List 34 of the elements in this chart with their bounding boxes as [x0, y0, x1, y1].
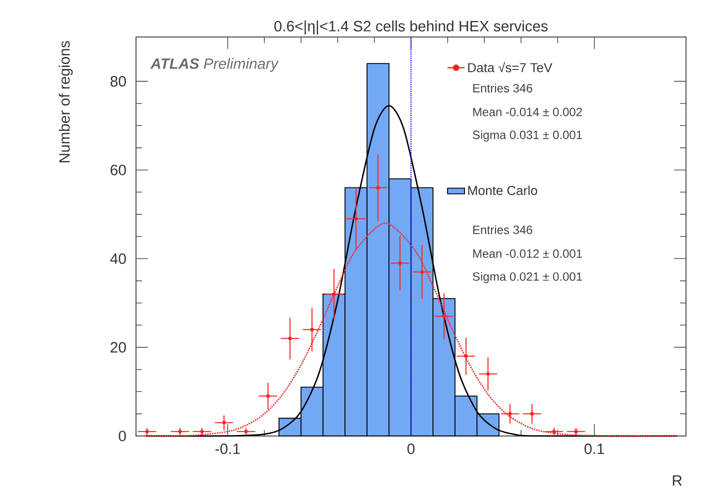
annotation: Sigma 0.021 ± 0.001	[472, 272, 582, 284]
chart-title: 0.6<|η|<1.4 S2 cells behind HEX services	[274, 20, 548, 34]
y-tick-label: 80	[110, 76, 126, 87]
point	[332, 292, 336, 296]
annotation: Sigma 0.031 ± 0.001	[472, 130, 582, 142]
y-axis-title: Number of regions	[58, 41, 73, 162]
y-tick-label: 60	[110, 164, 126, 176]
point	[222, 420, 226, 424]
point	[354, 216, 358, 221]
legend-label: Data √s=7 TeV	[468, 62, 552, 72]
y-tick-label: 20	[110, 342, 126, 353]
point	[464, 354, 468, 358]
point	[442, 314, 446, 318]
point	[530, 412, 534, 416]
y-tick-label: 0	[118, 430, 126, 442]
point	[288, 336, 292, 340]
y-tick-label: 40	[110, 253, 126, 264]
point	[398, 261, 402, 265]
annotation: Mean -0.012 ± 0.001	[473, 249, 582, 258]
annotation: Entries 346	[473, 84, 532, 92]
point	[376, 186, 380, 190]
point	[420, 270, 424, 274]
point	[508, 412, 512, 416]
annotation: Mean -0.014 ± 0.002	[473, 108, 582, 116]
legend-label: Monte Carlo	[468, 186, 538, 196]
point	[486, 372, 490, 376]
x-tick-label: 0	[407, 443, 415, 454]
annotation: Entries 346	[473, 225, 532, 234]
point	[310, 328, 314, 332]
point	[266, 394, 270, 398]
annotation: ATLAS Preliminary	[150, 58, 279, 72]
x-tick-label: 0.1	[584, 443, 604, 454]
x-axis-title: R	[672, 475, 682, 486]
x-tick-label: -0.1	[215, 443, 240, 454]
